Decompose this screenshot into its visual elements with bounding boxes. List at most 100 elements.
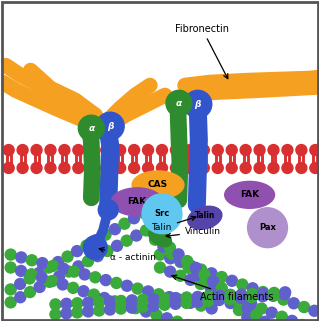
- Circle shape: [47, 260, 59, 271]
- Circle shape: [173, 249, 184, 260]
- Circle shape: [78, 286, 89, 297]
- Circle shape: [196, 300, 206, 311]
- Circle shape: [196, 264, 207, 275]
- Circle shape: [208, 276, 219, 287]
- Circle shape: [242, 312, 253, 322]
- Circle shape: [257, 291, 268, 302]
- Circle shape: [94, 297, 105, 308]
- Circle shape: [166, 248, 177, 259]
- Circle shape: [44, 276, 55, 287]
- Circle shape: [310, 145, 320, 156]
- Circle shape: [195, 279, 206, 289]
- Circle shape: [155, 249, 165, 260]
- Circle shape: [31, 145, 42, 156]
- Circle shape: [143, 163, 154, 174]
- Circle shape: [164, 242, 175, 253]
- Circle shape: [286, 315, 298, 322]
- Circle shape: [203, 296, 214, 307]
- Circle shape: [45, 145, 56, 156]
- Circle shape: [156, 163, 167, 174]
- Circle shape: [98, 200, 118, 220]
- Circle shape: [143, 145, 154, 156]
- Circle shape: [251, 309, 262, 320]
- Circle shape: [83, 256, 93, 267]
- Circle shape: [200, 276, 211, 287]
- Circle shape: [256, 303, 267, 314]
- Circle shape: [181, 298, 192, 308]
- Circle shape: [212, 163, 223, 174]
- Text: β: β: [195, 100, 201, 109]
- Circle shape: [153, 289, 164, 300]
- Circle shape: [181, 292, 192, 303]
- Circle shape: [217, 290, 228, 301]
- Circle shape: [268, 290, 279, 301]
- Circle shape: [50, 299, 61, 310]
- Circle shape: [184, 90, 212, 118]
- Circle shape: [105, 304, 116, 315]
- Circle shape: [15, 292, 26, 303]
- Circle shape: [68, 282, 79, 293]
- Circle shape: [83, 297, 94, 308]
- Circle shape: [288, 298, 299, 309]
- Circle shape: [16, 265, 27, 276]
- Text: FAK: FAK: [240, 190, 259, 199]
- Circle shape: [296, 145, 307, 156]
- Circle shape: [164, 292, 175, 303]
- Circle shape: [199, 269, 210, 280]
- Circle shape: [101, 145, 112, 156]
- Text: Fibronectin: Fibronectin: [175, 24, 229, 79]
- Circle shape: [185, 260, 196, 271]
- Circle shape: [206, 268, 217, 279]
- Circle shape: [240, 145, 251, 156]
- Circle shape: [116, 303, 126, 314]
- Circle shape: [268, 290, 279, 301]
- Ellipse shape: [111, 188, 163, 216]
- Circle shape: [102, 245, 113, 256]
- Circle shape: [62, 251, 73, 262]
- Circle shape: [237, 279, 248, 290]
- Circle shape: [34, 268, 44, 279]
- Circle shape: [72, 246, 83, 257]
- Circle shape: [119, 218, 130, 229]
- Circle shape: [105, 296, 116, 307]
- Circle shape: [258, 287, 268, 298]
- Circle shape: [72, 298, 83, 309]
- Circle shape: [165, 253, 176, 264]
- Circle shape: [157, 196, 168, 207]
- Circle shape: [131, 230, 142, 241]
- Circle shape: [280, 287, 291, 298]
- Circle shape: [69, 266, 80, 277]
- Text: Vinculin: Vinculin: [166, 227, 221, 238]
- Circle shape: [247, 283, 258, 294]
- Circle shape: [25, 287, 36, 298]
- Circle shape: [175, 257, 186, 268]
- Circle shape: [115, 163, 126, 174]
- Circle shape: [268, 145, 279, 156]
- Circle shape: [137, 301, 148, 312]
- Circle shape: [182, 320, 193, 322]
- Circle shape: [215, 287, 227, 298]
- Circle shape: [61, 298, 72, 309]
- Circle shape: [79, 269, 90, 280]
- Circle shape: [3, 145, 14, 156]
- Circle shape: [172, 316, 183, 322]
- Circle shape: [165, 266, 176, 277]
- Circle shape: [109, 296, 120, 307]
- Circle shape: [99, 292, 110, 303]
- Circle shape: [236, 295, 247, 306]
- Circle shape: [254, 145, 265, 156]
- Text: α: α: [176, 99, 182, 108]
- Circle shape: [15, 279, 26, 289]
- Circle shape: [175, 255, 186, 266]
- Circle shape: [57, 279, 68, 290]
- Circle shape: [26, 255, 37, 266]
- Circle shape: [182, 256, 193, 267]
- Ellipse shape: [148, 229, 172, 247]
- Circle shape: [148, 202, 158, 213]
- Circle shape: [45, 163, 56, 174]
- Circle shape: [43, 262, 54, 273]
- Circle shape: [126, 302, 137, 313]
- Circle shape: [225, 290, 236, 301]
- Circle shape: [282, 163, 293, 174]
- Circle shape: [52, 257, 64, 268]
